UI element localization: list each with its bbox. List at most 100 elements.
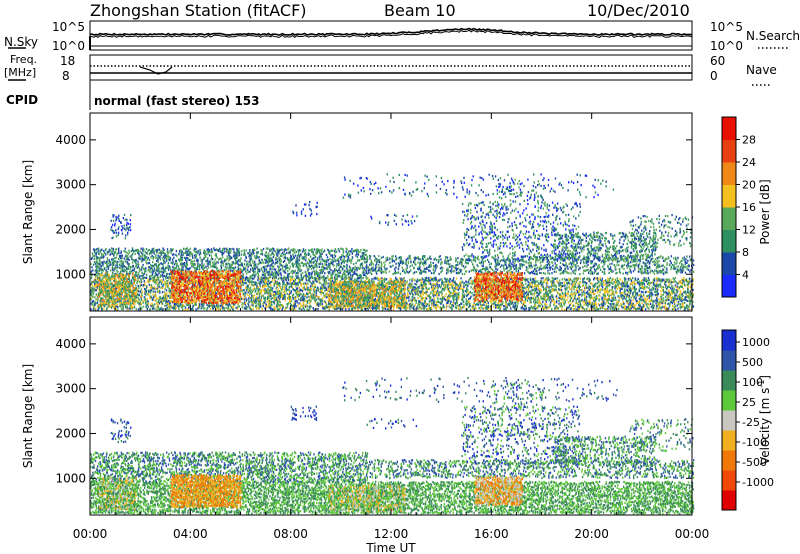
power-cell bbox=[448, 297, 449, 299]
power-cell bbox=[573, 286, 574, 288]
power-cell bbox=[313, 308, 314, 310]
power-cell bbox=[670, 294, 671, 296]
power-cell bbox=[653, 282, 654, 284]
power-cell bbox=[256, 283, 257, 285]
power-cell bbox=[620, 278, 621, 280]
power-cell bbox=[160, 301, 161, 303]
power-cell bbox=[203, 307, 204, 309]
power-cell bbox=[253, 308, 254, 310]
power-cell bbox=[534, 294, 535, 296]
power-cell bbox=[269, 290, 270, 292]
power-cell bbox=[324, 281, 325, 283]
power-cell bbox=[451, 280, 452, 282]
power-cell bbox=[619, 281, 620, 283]
power-cell bbox=[628, 308, 629, 310]
power-cell bbox=[305, 289, 306, 291]
power-cell bbox=[672, 286, 673, 288]
power-cell bbox=[551, 286, 552, 288]
power-cell bbox=[316, 299, 317, 301]
power-cell bbox=[244, 298, 245, 300]
power-cell bbox=[95, 302, 96, 304]
power-cell bbox=[556, 298, 557, 300]
power-cell bbox=[294, 281, 295, 283]
power-cell bbox=[629, 295, 630, 297]
power-cell bbox=[595, 283, 596, 285]
power-cell bbox=[293, 297, 294, 299]
power-cell bbox=[270, 307, 271, 309]
power-cell bbox=[495, 304, 496, 306]
power-cell bbox=[105, 298, 106, 300]
power-cell bbox=[446, 304, 447, 306]
power-cell bbox=[103, 308, 104, 310]
power-cell bbox=[262, 286, 263, 288]
power-cell bbox=[306, 284, 307, 286]
power-cell bbox=[460, 306, 461, 308]
power-cell bbox=[453, 305, 454, 307]
power-cell bbox=[413, 305, 414, 307]
power-cell bbox=[603, 300, 604, 302]
power-cell bbox=[167, 307, 168, 309]
power-cell bbox=[125, 306, 126, 308]
power-cell bbox=[540, 296, 541, 298]
power-cell bbox=[554, 289, 555, 291]
power-cell bbox=[450, 278, 451, 280]
power-cell bbox=[640, 284, 641, 286]
power-cell bbox=[280, 307, 281, 309]
power-cell bbox=[459, 308, 460, 310]
power-cell bbox=[278, 278, 279, 280]
power-cell bbox=[348, 308, 349, 310]
power-cell bbox=[541, 277, 542, 279]
power-cell bbox=[400, 278, 401, 280]
power-cell bbox=[297, 287, 298, 289]
power-cell bbox=[289, 293, 290, 295]
power-cell bbox=[252, 278, 253, 280]
power-cell bbox=[673, 290, 674, 292]
power-cell bbox=[665, 296, 666, 298]
power-cell bbox=[674, 306, 675, 308]
power-cell bbox=[599, 304, 600, 306]
power-cell bbox=[168, 300, 169, 302]
nave-tick-bottom: 0 bbox=[710, 69, 718, 83]
power-cell bbox=[463, 286, 464, 288]
power-cell bbox=[157, 304, 158, 306]
power-cell bbox=[651, 289, 652, 291]
power-cell bbox=[539, 300, 540, 302]
power-cell bbox=[577, 290, 578, 292]
power-cell bbox=[561, 308, 562, 310]
power-cell bbox=[218, 308, 219, 310]
power-cell bbox=[307, 302, 308, 304]
power-cell bbox=[195, 308, 196, 310]
power-cell bbox=[278, 288, 279, 290]
power-cell bbox=[272, 279, 273, 281]
power-cell bbox=[554, 303, 555, 305]
power-cell bbox=[550, 297, 551, 299]
power-cell bbox=[141, 303, 142, 305]
power-cell bbox=[648, 308, 649, 310]
power-cell bbox=[249, 279, 250, 281]
power-cell bbox=[288, 302, 289, 304]
power-cell bbox=[665, 286, 666, 288]
power-cell bbox=[255, 290, 256, 292]
power-cell bbox=[406, 280, 407, 282]
power-cell bbox=[552, 300, 553, 302]
power-cell bbox=[419, 279, 420, 281]
power-cell bbox=[304, 298, 305, 300]
power-cell bbox=[535, 304, 536, 306]
power-cell bbox=[556, 305, 557, 307]
power-cell bbox=[529, 285, 530, 287]
power-cell bbox=[274, 297, 275, 299]
power-cell bbox=[566, 286, 567, 288]
power-cell bbox=[613, 294, 614, 296]
power-cell bbox=[433, 286, 434, 288]
power-cell bbox=[461, 303, 462, 305]
power-cell bbox=[253, 288, 254, 290]
power-cell bbox=[556, 295, 557, 297]
power-cell bbox=[546, 289, 547, 291]
power-cell bbox=[248, 278, 249, 280]
power-cell bbox=[151, 284, 152, 286]
power-cell bbox=[453, 284, 454, 286]
power-cell bbox=[606, 308, 607, 310]
power-cell bbox=[607, 298, 608, 300]
power-cell bbox=[594, 277, 595, 279]
power-cell bbox=[453, 303, 454, 305]
